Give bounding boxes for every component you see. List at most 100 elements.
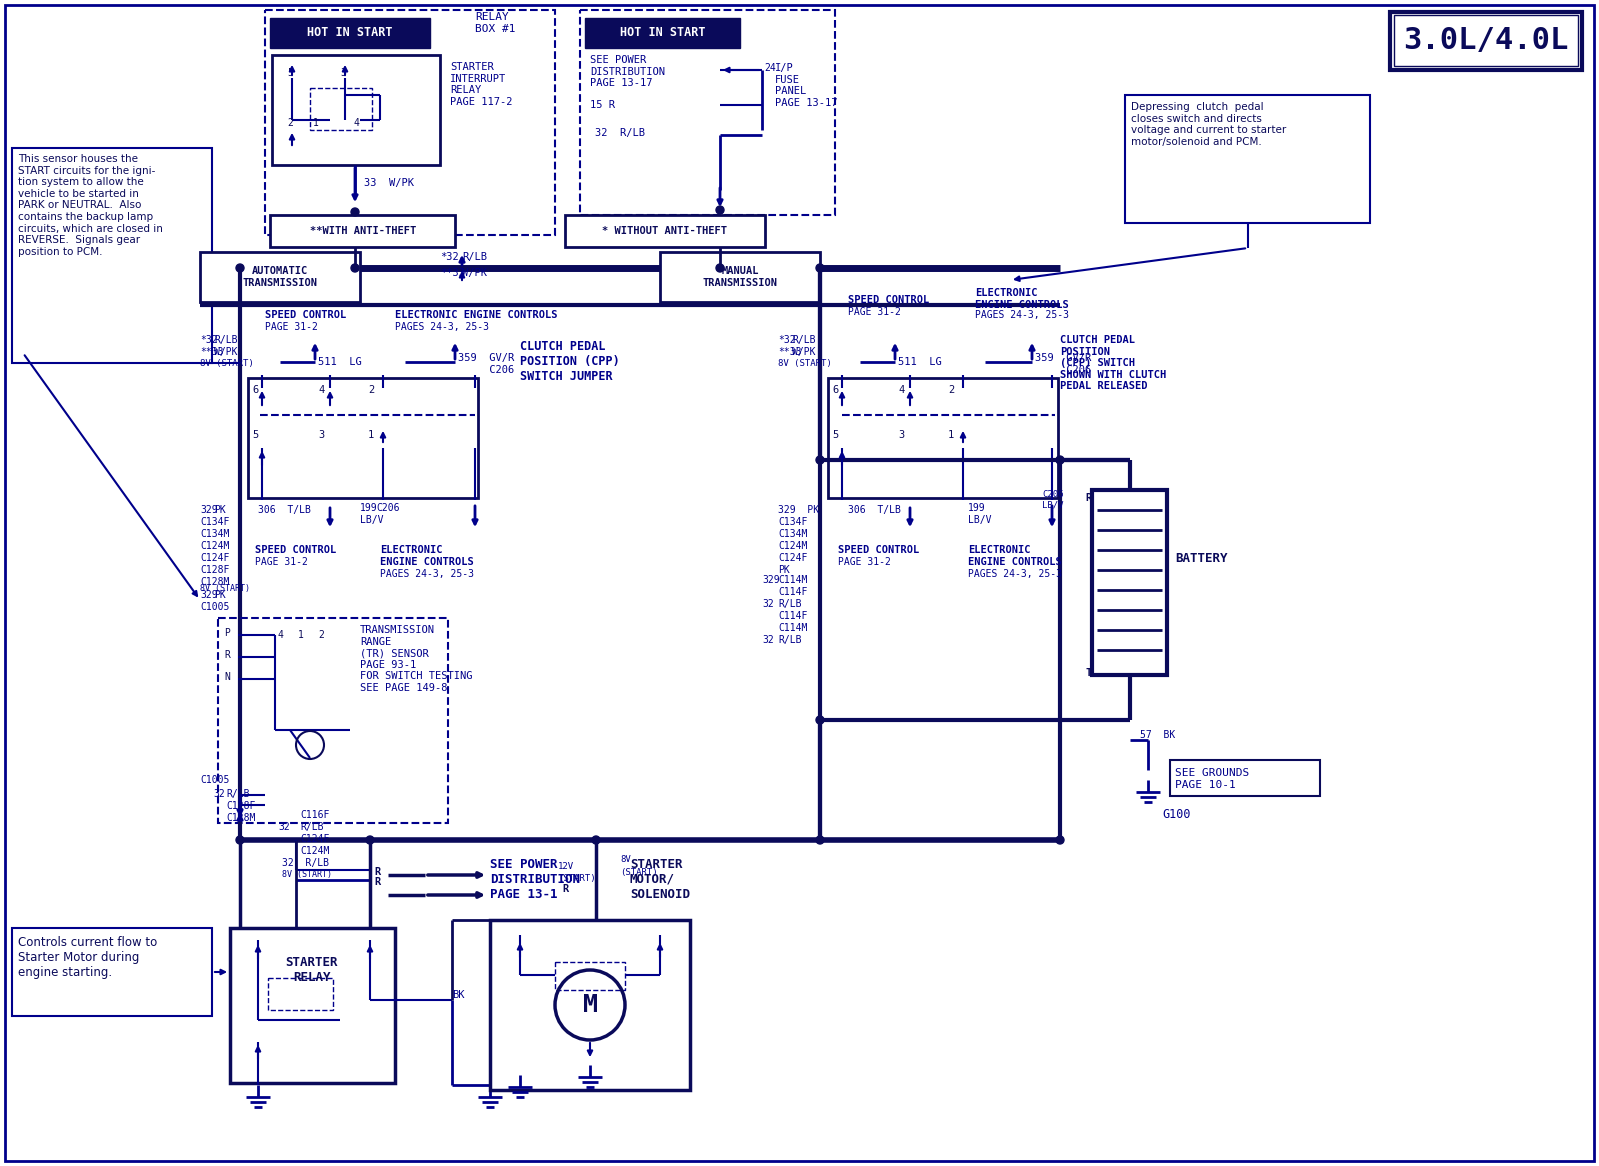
Text: C124F: C124F xyxy=(301,834,329,844)
Bar xyxy=(13,928,213,1016)
Circle shape xyxy=(352,264,360,272)
Bar xyxy=(1092,490,1167,675)
Text: *32: *32 xyxy=(200,335,217,345)
Text: 511  LG: 511 LG xyxy=(318,357,361,367)
Text: 6: 6 xyxy=(831,385,838,395)
Circle shape xyxy=(352,208,360,216)
Bar xyxy=(828,378,1059,498)
Text: C124F: C124F xyxy=(779,553,807,563)
Text: 359  GV/R
     C206: 359 GV/R C206 xyxy=(1035,353,1091,374)
Bar xyxy=(555,962,625,990)
Text: 199: 199 xyxy=(360,503,377,513)
Circle shape xyxy=(592,836,600,844)
Text: PAGES 24-3, 25-3: PAGES 24-3, 25-3 xyxy=(381,569,473,580)
Text: N: N xyxy=(224,672,230,682)
Text: Controls current flow to
Starter Motor during
engine starting.: Controls current flow to Starter Motor d… xyxy=(18,936,157,979)
Text: CLUTCH PEDAL
POSITION
(CPP) SWITCH
SHOWN WITH CLUTCH
PEDAL RELEASED: CLUTCH PEDAL POSITION (CPP) SWITCH SHOWN… xyxy=(1060,335,1166,392)
Text: 199: 199 xyxy=(967,503,985,513)
Text: SEE GROUNDS
PAGE 10-1: SEE GROUNDS PAGE 10-1 xyxy=(1175,768,1249,789)
Text: 1: 1 xyxy=(297,630,304,640)
Text: TRANSMISSION
RANGE
(TR) SENSOR
PAGE 93-1
FOR SWITCH TESTING
SEE PAGE 149-8: TRANSMISSION RANGE (TR) SENSOR PAGE 93-1… xyxy=(360,625,472,693)
Text: BK: BK xyxy=(453,990,464,1000)
Text: I/P
FUSE
PANEL
PAGE 13-17: I/P FUSE PANEL PAGE 13-17 xyxy=(776,63,838,107)
Text: 32  R/LB: 32 R/LB xyxy=(595,128,644,138)
Text: 24: 24 xyxy=(764,63,776,73)
Text: R/LB: R/LB xyxy=(779,599,801,609)
Text: PK: PK xyxy=(214,590,225,600)
Text: PAGES 24-3, 25-3: PAGES 24-3, 25-3 xyxy=(395,322,489,332)
Text: 329: 329 xyxy=(200,590,217,600)
Bar xyxy=(217,618,448,823)
Text: This sensor houses the
START circuits for the igni-
tion system to allow the
veh: This sensor houses the START circuits fo… xyxy=(18,154,163,257)
Text: 33  W/PK: 33 W/PK xyxy=(365,178,414,188)
Text: AUTOMATIC
TRANSMISSION: AUTOMATIC TRANSMISSION xyxy=(243,266,318,288)
Bar xyxy=(1390,12,1581,70)
Text: 32: 32 xyxy=(763,599,774,609)
Circle shape xyxy=(815,716,823,724)
Bar xyxy=(660,252,820,302)
Text: R/LB: R/LB xyxy=(462,252,488,262)
Text: STARTER
INTERRUPT
RELAY
PAGE 117-2: STARTER INTERRUPT RELAY PAGE 117-2 xyxy=(449,62,513,107)
Text: 32: 32 xyxy=(278,822,289,833)
Text: 8V (START): 8V (START) xyxy=(200,359,254,368)
Text: R: R xyxy=(561,884,568,894)
Text: 4: 4 xyxy=(899,385,905,395)
Text: 3: 3 xyxy=(899,430,905,440)
Text: 32: 32 xyxy=(763,635,774,645)
Text: 4: 4 xyxy=(278,630,285,640)
Text: R: R xyxy=(374,877,381,887)
Text: 2: 2 xyxy=(368,385,374,395)
Text: R/LB: R/LB xyxy=(792,335,815,345)
Text: 5: 5 xyxy=(253,430,259,440)
Circle shape xyxy=(815,264,823,272)
Text: R/LB: R/LB xyxy=(225,789,249,799)
Text: C128F: C128F xyxy=(225,801,256,812)
Text: 2: 2 xyxy=(286,118,293,128)
Text: **33: **33 xyxy=(440,268,465,278)
Text: C128F: C128F xyxy=(200,566,229,575)
Text: C114M: C114M xyxy=(779,623,807,633)
Text: PK: PK xyxy=(779,566,790,575)
Text: SPEED CONTROL: SPEED CONTROL xyxy=(847,295,929,305)
Text: C134F: C134F xyxy=(779,517,807,527)
Text: 1: 1 xyxy=(948,430,955,440)
Text: PAGES 24-3, 25-3: PAGES 24-3, 25-3 xyxy=(975,310,1070,319)
Bar xyxy=(1394,15,1578,66)
Text: **33: **33 xyxy=(779,347,801,357)
Text: 15 R: 15 R xyxy=(590,100,616,110)
Text: C124M: C124M xyxy=(779,541,807,552)
Text: HOT IN START: HOT IN START xyxy=(620,27,705,40)
Circle shape xyxy=(716,206,724,215)
Text: 8V (START): 8V (START) xyxy=(281,870,333,879)
Text: 4: 4 xyxy=(318,385,325,395)
Text: C128M: C128M xyxy=(200,577,229,586)
Text: R/LB: R/LB xyxy=(214,335,238,345)
Text: C134F: C134F xyxy=(200,517,229,527)
Text: 5: 5 xyxy=(831,430,838,440)
Text: 1: 1 xyxy=(368,430,374,440)
Bar xyxy=(489,920,691,1090)
Bar xyxy=(248,378,478,498)
Circle shape xyxy=(815,836,823,844)
Text: SPEED CONTROL: SPEED CONTROL xyxy=(254,545,336,555)
Text: T: T xyxy=(1086,668,1091,677)
Text: 511  LG: 511 LG xyxy=(899,357,942,367)
Text: 4: 4 xyxy=(353,118,358,128)
Text: **33: **33 xyxy=(200,347,224,357)
Text: 8V (START): 8V (START) xyxy=(200,584,249,593)
Text: R/LB: R/LB xyxy=(301,822,323,833)
Circle shape xyxy=(716,264,724,272)
Text: BATTERY: BATTERY xyxy=(1175,552,1228,564)
Text: *32: *32 xyxy=(779,335,796,345)
Text: RELAY
BOX #1: RELAY BOX #1 xyxy=(475,12,515,34)
Text: 2: 2 xyxy=(318,630,325,640)
Text: 8V: 8V xyxy=(620,855,630,864)
Text: 12V: 12V xyxy=(558,862,574,871)
Text: 329  PK: 329 PK xyxy=(779,505,819,515)
Text: C114F: C114F xyxy=(779,611,807,621)
Text: SEE POWER
DISTRIBUTION
PAGE 13-17: SEE POWER DISTRIBUTION PAGE 13-17 xyxy=(590,55,665,89)
Text: 306  T/LB: 306 T/LB xyxy=(847,505,900,515)
Bar xyxy=(310,87,373,129)
Text: ELECTRONIC
ENGINE CONTROLS: ELECTRONIC ENGINE CONTROLS xyxy=(967,545,1062,567)
Bar xyxy=(270,17,430,48)
